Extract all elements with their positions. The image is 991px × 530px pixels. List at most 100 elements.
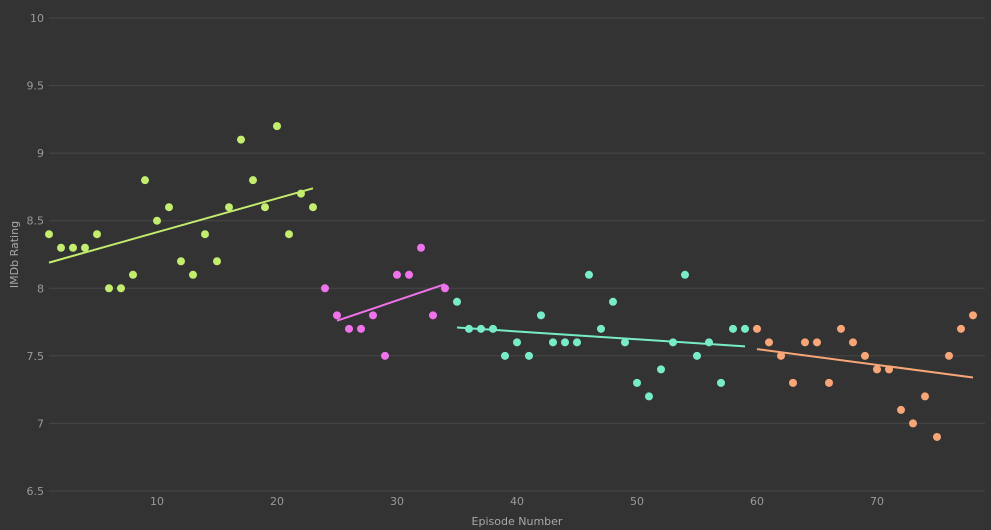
data-point (969, 311, 977, 320)
data-point (585, 270, 593, 279)
data-point (849, 338, 857, 347)
data-point (957, 324, 965, 333)
y-tick-label: 7 (37, 417, 44, 430)
data-point (693, 351, 701, 360)
y-axis-title: IMDb Rating (8, 221, 21, 288)
x-tick-label: 40 (510, 495, 524, 508)
data-point (705, 338, 713, 347)
data-point (561, 338, 569, 347)
data-point (861, 351, 869, 360)
x-tick-label: 60 (750, 495, 764, 508)
data-point (537, 311, 545, 320)
data-point (249, 176, 257, 185)
data-point (645, 392, 653, 401)
data-point (825, 378, 833, 387)
data-point (813, 338, 821, 347)
data-point (393, 270, 401, 279)
data-point (213, 257, 221, 266)
data-point (321, 284, 329, 293)
x-tick-label: 50 (630, 495, 644, 508)
data-point (837, 324, 845, 333)
y-tick-label: 9.5 (27, 80, 45, 93)
y-tick-label: 10 (30, 12, 44, 25)
data-point (897, 405, 905, 414)
data-point (369, 311, 377, 320)
data-point (261, 203, 269, 212)
data-point (621, 338, 629, 347)
data-point (441, 284, 449, 293)
data-point (201, 230, 209, 239)
data-point (429, 311, 437, 320)
data-point (81, 243, 89, 252)
data-point (477, 324, 485, 333)
data-point (105, 284, 113, 293)
x-tick-label: 30 (390, 495, 404, 508)
y-tick-label: 6.5 (27, 485, 45, 498)
y-tick-label: 8.5 (27, 215, 45, 228)
data-point (609, 297, 617, 306)
data-point (177, 257, 185, 266)
data-point (573, 338, 581, 347)
data-point (921, 392, 929, 401)
data-point (297, 189, 305, 198)
data-point (741, 324, 749, 333)
y-tick-label: 8 (37, 282, 44, 295)
data-point (237, 135, 245, 144)
data-point (489, 324, 497, 333)
data-point (69, 243, 77, 252)
data-point (141, 176, 149, 185)
data-point (129, 270, 137, 279)
data-point (909, 419, 917, 428)
data-point (801, 338, 809, 347)
data-point (465, 324, 473, 333)
y-tick-label: 7.5 (27, 350, 45, 363)
trend-line (336, 283, 446, 322)
data-point (669, 338, 677, 347)
data-point (165, 203, 173, 212)
y-tick-label: 9 (37, 147, 44, 160)
data-point (333, 311, 341, 320)
data-point (789, 378, 797, 387)
data-point (309, 203, 317, 212)
data-point (153, 216, 161, 225)
data-point (597, 324, 605, 333)
data-point (873, 365, 881, 374)
data-point (189, 270, 197, 279)
data-point (729, 324, 737, 333)
x-tick-label: 20 (270, 495, 284, 508)
data-point (273, 122, 281, 131)
data-points (45, 122, 977, 441)
data-point (93, 230, 101, 239)
data-point (225, 203, 233, 212)
data-point (501, 351, 509, 360)
trend-line (456, 326, 746, 348)
x-axis-ticks: 10 20 30 40 50 60 70 (150, 495, 884, 508)
data-point (285, 230, 293, 239)
x-tick-label: 10 (150, 495, 164, 508)
y-axis-ticks: 6.5 7 7.5 8 8.5 9 9.5 10 (27, 12, 45, 498)
data-point (57, 243, 65, 252)
data-point (117, 284, 125, 293)
trend-line (756, 348, 974, 379)
data-point (681, 270, 689, 279)
x-tick-label: 70 (870, 495, 884, 508)
data-point (933, 432, 941, 441)
data-point (513, 338, 521, 347)
data-point (885, 365, 893, 374)
trend-line (48, 187, 314, 264)
data-point (525, 351, 533, 360)
data-point (417, 243, 425, 252)
data-point (357, 324, 365, 333)
data-point (381, 351, 389, 360)
data-point (753, 324, 761, 333)
data-point (45, 230, 53, 239)
data-point (549, 338, 557, 347)
trend-lines (48, 187, 974, 379)
x-axis-title: Episode Number (472, 515, 563, 528)
data-point (717, 378, 725, 387)
data-point (453, 297, 461, 306)
grid-lines (49, 17, 985, 492)
data-point (633, 378, 641, 387)
data-point (657, 365, 665, 374)
